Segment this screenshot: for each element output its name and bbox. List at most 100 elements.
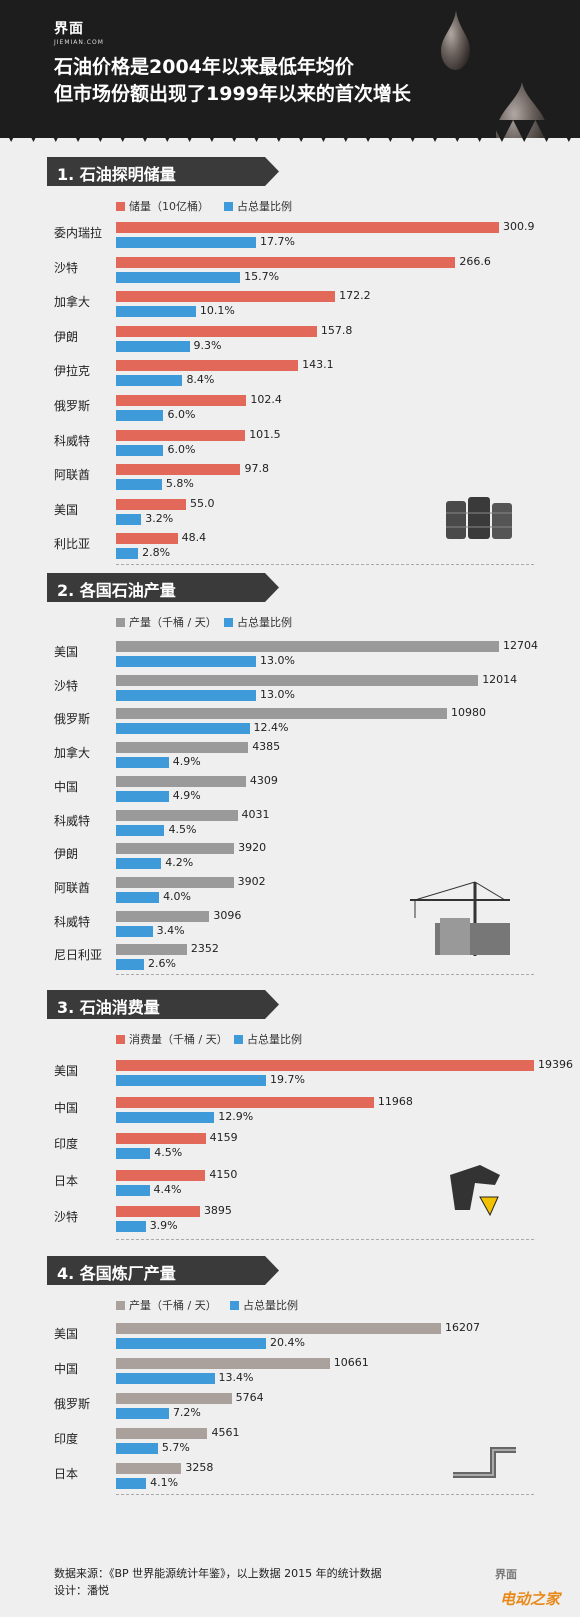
value-bar — [116, 498, 186, 510]
share-bar — [116, 410, 164, 421]
share-bar — [116, 1184, 150, 1196]
value-bar — [116, 876, 234, 888]
share-bar — [116, 925, 153, 937]
value-bar — [116, 1169, 206, 1181]
share-bar — [116, 656, 256, 667]
category-label: 科威特 — [54, 914, 91, 929]
legend-label: 占总量比例 — [237, 200, 292, 213]
value-label: 4561 — [211, 1426, 240, 1439]
category-label: 美国 — [54, 645, 79, 659]
value-label: 172.2 — [339, 289, 371, 303]
share-label: 19.7% — [270, 1073, 305, 1086]
legend-swatch — [230, 1301, 239, 1310]
oil-barrels-icon — [446, 497, 512, 539]
logo-subtext: JIEMIAN.COM — [54, 39, 104, 46]
site-watermark: 电动之家 — [500, 1590, 561, 1608]
value-label: 102.4 — [250, 393, 282, 406]
legend-label: 储量（10亿桶） — [129, 200, 209, 213]
share-bar — [116, 340, 190, 352]
share-label: 2.8% — [142, 546, 171, 560]
section-divider — [116, 1238, 534, 1240]
value-label: 12014 — [482, 672, 518, 686]
value-bar — [116, 1133, 206, 1144]
value-bar — [116, 809, 238, 821]
share-bar — [116, 1443, 158, 1454]
category-label: 美国 — [54, 1327, 79, 1341]
legend-item: 占总量比例 — [234, 1031, 302, 1047]
data-source: 数据来源：《BP 世界能源统计年鉴》，以上数据 2015 年的统计数据 — [54, 1567, 382, 1580]
section-title: 1. 石油探明储量 — [57, 165, 176, 184]
value-bar — [116, 944, 187, 956]
footer-logo: 界面 — [495, 1568, 517, 1581]
share-label: 4.2% — [165, 856, 194, 870]
value-label: 5764 — [235, 1391, 264, 1404]
legend-item: 占总量比例 — [224, 614, 292, 630]
value-bar — [116, 395, 247, 406]
share-bar — [116, 1075, 266, 1086]
legend-item: 消费量（千桶 / 天） — [116, 1031, 228, 1047]
share-label: 13.0% — [260, 687, 295, 701]
value-bar — [116, 843, 235, 855]
category-label: 沙特 — [54, 1210, 79, 1224]
value-label: 55.0 — [190, 496, 215, 510]
value-label: 2352 — [190, 942, 219, 956]
share-bar — [116, 1338, 266, 1349]
share-label: 4.0% — [163, 889, 192, 903]
category-label: 沙特 — [54, 260, 79, 275]
share-label: 7.2% — [172, 1406, 201, 1419]
share-label: 10.1% — [199, 304, 235, 318]
value-bar — [116, 325, 317, 337]
share-label: 13.4% — [218, 1371, 254, 1384]
value-label: 11968 — [377, 1094, 413, 1108]
title-line-1: 石油价格是2004年以来最低年均价 — [54, 56, 354, 78]
share-bar — [116, 891, 160, 903]
category-label: 阿联酋 — [54, 880, 91, 895]
share-label: 12.4% — [253, 721, 289, 735]
category-label: 伊朗 — [54, 847, 79, 862]
category-label: 尼日利亚 — [54, 948, 103, 963]
share-label: 15.7% — [244, 269, 280, 283]
value-label: 12704 — [503, 639, 538, 652]
section-divider — [116, 1494, 534, 1495]
legend-swatch — [234, 1035, 243, 1044]
value-bar — [116, 1393, 232, 1404]
legend-item: 占总量比例 — [230, 1297, 298, 1313]
category-label: 科威特 — [54, 813, 91, 828]
value-bar — [116, 674, 479, 686]
legend-swatch — [116, 1301, 125, 1310]
category-label: 俄罗斯 — [54, 1397, 91, 1411]
legend-item: 储量（10亿桶） — [116, 198, 209, 214]
section-divider — [116, 974, 534, 975]
share-label: 4.9% — [172, 755, 201, 769]
value-bar — [116, 641, 499, 652]
share-bar — [116, 1478, 147, 1489]
share-label: 2.6% — [148, 957, 176, 971]
brand-logo: 界面 JIEMIAN.COM — [54, 18, 104, 46]
section-title: 3. 石油消费量 — [57, 998, 160, 1017]
value-label: 4309 — [249, 773, 278, 787]
share-label: 3.2% — [145, 511, 174, 525]
share-label: 4.5% — [168, 822, 197, 836]
footer: 数据来源：《BP 世界能源统计年鉴》，以上数据 2015 年的统计数据 设计：潘… — [54, 1565, 382, 1599]
value-bar — [116, 1428, 208, 1439]
section-title: 2. 各国石油产量 — [57, 581, 176, 600]
value-label: 157.8 — [320, 323, 353, 337]
page-title: 石油价格是2004年以来最低年均价 但市场份额出现了1999年以来的首次增长 — [54, 54, 411, 108]
share-label: 5.8% — [165, 477, 194, 491]
value-bar — [116, 533, 178, 545]
share-label: 6.0% — [167, 442, 196, 456]
share-bar — [116, 479, 162, 491]
category-label: 日本 — [54, 1173, 79, 1188]
value-label: 3920 — [238, 841, 267, 855]
share-bar — [116, 1111, 215, 1123]
category-label: 俄罗斯 — [54, 712, 91, 727]
value-bar — [116, 775, 246, 787]
share-bar — [116, 689, 256, 701]
share-label: 4.5% — [154, 1146, 183, 1159]
share-label: 4.9% — [172, 788, 201, 802]
share-label: 4.1% — [150, 1476, 179, 1489]
category-label: 中国 — [54, 779, 79, 794]
category-label: 沙特 — [54, 678, 79, 693]
share-bar — [116, 790, 169, 802]
legend-swatch — [224, 202, 233, 211]
